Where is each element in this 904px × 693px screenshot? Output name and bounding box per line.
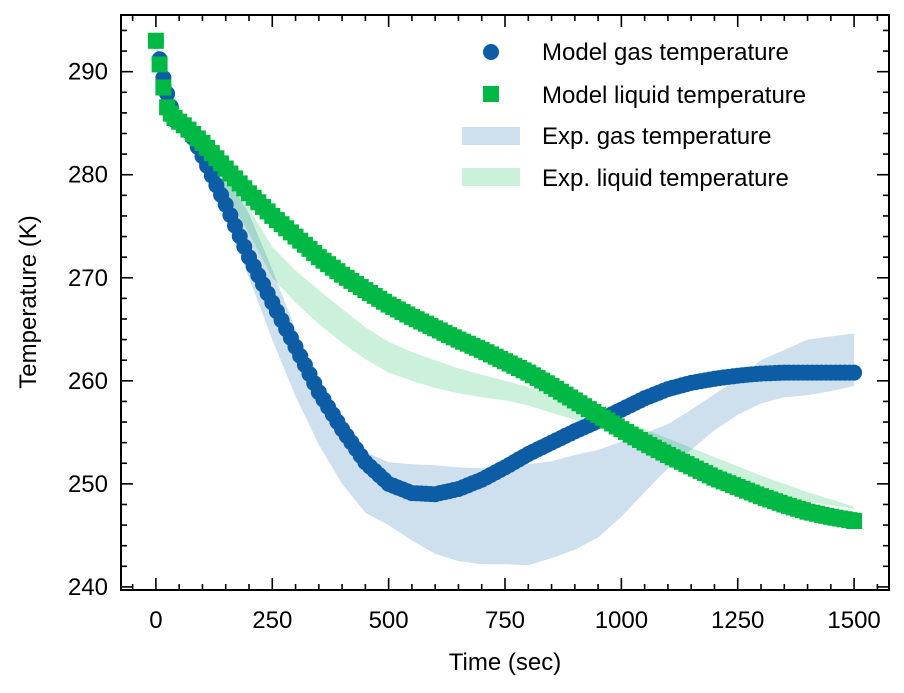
gas-marker [846,364,863,381]
y-tick-label: 240 [68,574,108,601]
legend-label-exp-gas: Exp. gas temperature [542,123,771,150]
x-tick-label: 1000 [595,607,648,634]
liquid-marker [147,32,164,49]
legend-patch-exp-liquid [462,168,520,186]
x-tick-label: 1500 [827,607,880,634]
x-tick-label: 750 [485,607,525,634]
legend-item-model-gas: Model gas temperature [483,39,789,66]
legend-label-model-gas: Model gas temperature [542,39,789,66]
legend-marker-circle [483,44,499,60]
y-tick-label: 290 [68,59,108,86]
tick-layer [121,15,889,590]
liquid-marker [155,79,172,96]
band-exp-liquid-temperature [155,38,855,509]
band-exp-gas-temperature [155,45,855,566]
legend-label-exp-liquid: Exp. liquid temperature [542,165,789,192]
y-tick-label: 260 [68,368,108,395]
y-tick-label: 280 [68,162,108,189]
y-tick-label: 250 [68,471,108,498]
liquid-marker-layer [147,32,863,529]
x-tick-label: 0 [149,607,162,634]
legend: Model gas temperature Model liquid tempe… [462,39,806,192]
x-tick-label: 500 [369,607,409,634]
legend-label-model-liquid: Model liquid temperature [542,82,806,109]
x-axis-label: Time (sec) [449,649,561,676]
legend-marker-square [483,86,499,102]
y-tick-label: 270 [68,265,108,292]
legend-item-exp-gas: Exp. gas temperature [462,123,771,150]
band-layer [155,38,855,566]
liquid-marker [846,513,863,529]
legend-item-exp-liquid: Exp. liquid temperature [462,165,789,192]
liquid-marker [151,56,168,73]
x-tick-labels: 0 250 500 750 1000 1250 1500 [149,607,881,634]
y-tick-labels: 240 250 260 270 280 290 [68,59,108,601]
legend-patch-exp-gas [462,127,520,145]
y-axis-label: Temperature (K) [15,215,42,388]
legend-item-model-liquid: Model liquid temperature [483,82,806,109]
x-tick-label: 1250 [711,607,764,634]
x-tick-label: 250 [252,607,292,634]
